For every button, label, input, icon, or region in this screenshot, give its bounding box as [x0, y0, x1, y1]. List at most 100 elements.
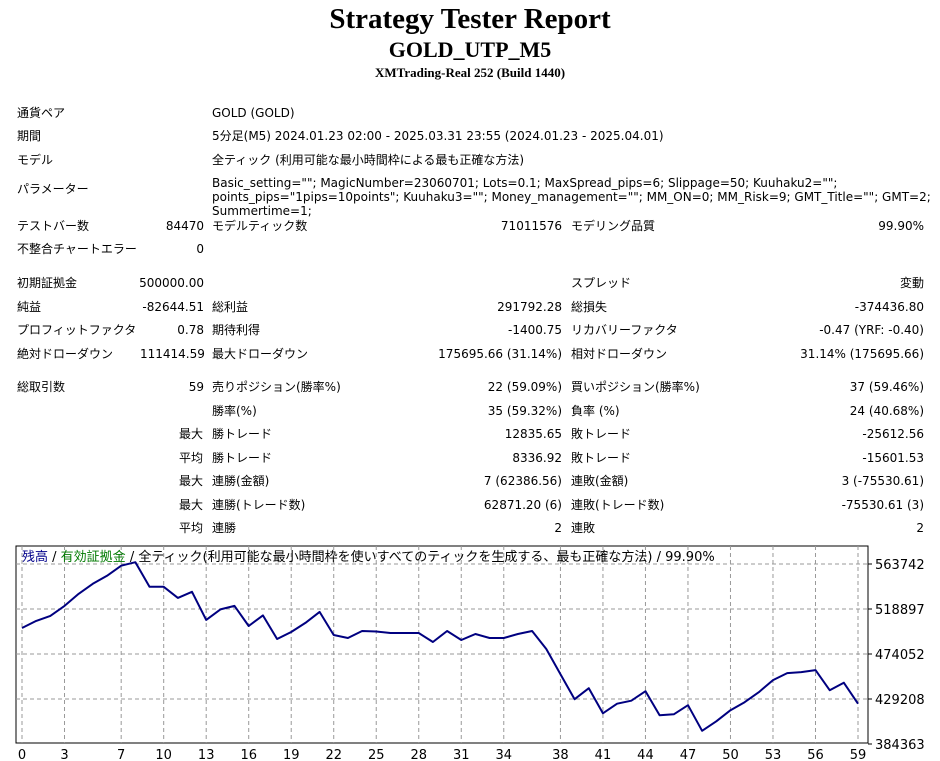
largest-win-value: 12835.65	[504, 427, 562, 441]
x-tick-label: 38	[552, 748, 569, 761]
x-tick-label: 10	[155, 748, 172, 761]
x-tick-label: 19	[283, 748, 300, 761]
rel-dd-value: 31.14% (175695.66)	[800, 347, 924, 361]
largest-prefix: 最大	[179, 427, 204, 441]
abs-dd-label: 絶対ドローダウン	[17, 347, 114, 361]
total-trades-label: 総取引数	[17, 380, 66, 394]
gross-profit-value: 291792.28	[497, 300, 562, 314]
report-subtitle: GOLD_UTP_M5	[388, 37, 552, 62]
legend-equity: 有効証拠金	[60, 550, 126, 565]
balance-chart: 563742 518897 474052 429208 384363 0 3 7 10 13 16 1…	[15, 545, 925, 761]
largest-loss-value: -25612.56	[862, 427, 924, 441]
max-consec-trades-prefix: 最大	[179, 498, 204, 512]
x-tick-label: 22	[325, 748, 342, 761]
short-label: 売りポジション(勝率%)	[212, 380, 341, 394]
consec-loss-money-value: 3 (-75530.61)	[841, 474, 924, 488]
avg-consec-win-value: 2	[554, 521, 562, 535]
params-label: パラメーター	[17, 182, 89, 196]
consec-win-money-label: 連勝(金額)	[212, 474, 270, 488]
avg-win-value: 8336.92	[512, 451, 562, 465]
x-tick-label: 47	[680, 748, 697, 761]
x-tick-label: 31	[453, 748, 470, 761]
legend-balance: 残高	[22, 550, 49, 565]
legend-separator: /	[48, 550, 61, 565]
x-tick-label: 50	[722, 748, 739, 761]
mismatch-label: 不整合チャートエラー	[17, 242, 137, 256]
x-tick-label: 25	[368, 748, 385, 761]
x-tick-label: 44	[637, 748, 654, 761]
net-value: -82644.51	[142, 300, 204, 314]
avg-loss-label: 敗トレード	[571, 451, 632, 465]
report-build: XMTrading-Real 252 (Build 1440)	[374, 65, 566, 80]
avg-consec-prefix: 平均	[179, 521, 204, 535]
legend-description: / 全ティック(利用可能な最小時間枠を使いすべてのティックを生成する、最も正確な…	[125, 550, 715, 565]
abs-dd-value: 111414.59	[140, 347, 205, 361]
max-consec-money-prefix: 最大	[179, 474, 204, 488]
pf-value: 0.78	[177, 323, 204, 337]
chart-frame	[15, 545, 869, 744]
report-title: Strategy Tester Report	[329, 3, 611, 35]
net-label: 純益	[17, 300, 42, 314]
chart-legend: 残高 / 有効証拠金 / 全ティック(利用可能な最小時間枠を使いすべてのティック…	[22, 549, 715, 567]
largest-win-label: 勝トレード	[212, 427, 273, 441]
rel-dd-label: 相対ドローダウン	[571, 347, 668, 361]
x-tick-label: 28	[410, 748, 427, 761]
y-tick-label: 563742	[875, 558, 925, 573]
model-value: 全ティック (利用可能な最小時間枠による最も正確な方法)	[212, 153, 525, 167]
deposit-value: 500000.00	[139, 276, 204, 290]
y-tick-label: 518897	[875, 603, 925, 618]
expected-label: 期待利得	[212, 323, 261, 337]
win-rate-value: 35 (59.32%)	[487, 404, 562, 418]
spread-value: 変動	[899, 276, 924, 290]
total-trades-value: 59	[188, 380, 204, 394]
recovery-value: -0.47 (YRF: -0.40)	[819, 323, 924, 337]
spread-label: スプレッド	[571, 276, 632, 290]
deposit-label: 初期証拠金	[17, 276, 78, 290]
consec-win-money-value: 7 (62386.56)	[483, 474, 562, 488]
x-tick-label: 34	[495, 748, 512, 761]
loss-rate-label: 負率 (%)	[571, 404, 620, 418]
avg-consec-win-label: 連勝	[212, 521, 237, 535]
mismatch-value: 0	[196, 242, 204, 256]
model-label: モデル	[17, 153, 54, 167]
gross-profit-label: 総利益	[212, 300, 249, 314]
loss-rate-value: 24 (40.68%)	[849, 404, 924, 418]
ticks-value: 71011576	[500, 219, 562, 233]
recovery-label: リカバリーファクタ	[571, 323, 678, 337]
largest-loss-label: 敗トレード	[571, 427, 632, 441]
consec-win-trades-label: 連勝(トレード数)	[212, 498, 306, 512]
y-tick-label: 429208	[875, 693, 925, 708]
x-tick-label: 3	[60, 748, 68, 761]
pair-label: 通貨ペア	[17, 106, 66, 120]
avg-consec-loss-label: 連敗	[571, 521, 596, 535]
ticks-label: モデルティック数	[212, 219, 308, 233]
x-tick-label: 13	[198, 748, 215, 761]
consec-win-trades-value: 62871.20 (6)	[483, 498, 562, 512]
period-label: 期間	[17, 129, 42, 143]
consec-loss-trades-value: -75530.61 (3)	[841, 498, 924, 512]
quality-label: モデリング品質	[571, 219, 656, 233]
gross-loss-label: 総損失	[571, 300, 608, 314]
bars-value: 84470	[165, 219, 204, 233]
pf-label: プロフィットファクタ	[17, 323, 137, 337]
pair-value: GOLD (GOLD)	[212, 106, 295, 120]
x-tick-label: 59	[850, 748, 867, 761]
x-tick-label: 0	[18, 748, 26, 761]
params-value: Basic_setting=""; MagicNumber=23060701; …	[212, 176, 931, 218]
x-tick-label: 41	[595, 748, 612, 761]
avg-loss-value: -15601.53	[862, 451, 924, 465]
x-tick-label: 7	[117, 748, 125, 761]
quality-value: 99.90%	[878, 219, 924, 233]
y-tick-label: 384363	[875, 738, 925, 753]
consec-loss-trades-label: 連敗(トレード数)	[571, 498, 665, 512]
max-dd-label: 最大ドローダウン	[212, 347, 309, 361]
bars-label: テストバー数	[17, 219, 90, 233]
expected-value: -1400.75	[508, 323, 562, 337]
avg-consec-loss-value: 2	[916, 521, 924, 535]
gross-loss-value: -374436.80	[854, 300, 924, 314]
long-label: 買いポジション(勝率%)	[571, 380, 700, 394]
x-tick-label: 16	[240, 748, 257, 761]
y-tick-label: 474052	[875, 648, 925, 663]
period-value: 5分足(M5) 2024.01.23 02:00 - 2025.03.31 23…	[212, 129, 664, 143]
avg-win-label: 勝トレード	[212, 451, 273, 465]
